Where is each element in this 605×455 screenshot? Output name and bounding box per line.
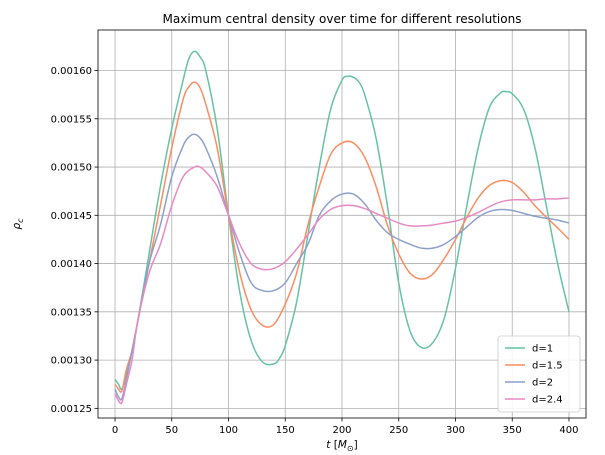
y-tick-label: 0.00130 xyxy=(51,356,92,367)
y-tick-label: 0.00140 xyxy=(51,259,92,270)
x-axis-label-open: [ xyxy=(330,439,337,451)
series-line-d-2 xyxy=(114,133,570,401)
series-line-d-1 xyxy=(114,50,570,391)
y-axis-label: ρc xyxy=(11,218,25,230)
legend: d=1 d=1.5 d=2 d=2.4 xyxy=(497,335,581,413)
legend-box xyxy=(497,335,581,413)
x-tick-label: 100 xyxy=(219,425,238,436)
x-tick-label: 400 xyxy=(559,425,578,436)
series-group xyxy=(114,50,570,405)
x-tick-label: 0 xyxy=(112,425,118,436)
y-axis-label-var: ρ xyxy=(11,223,23,230)
x-axis-label-var: t xyxy=(326,439,331,451)
y-tick-label: 0.00145 xyxy=(51,211,92,222)
legend-entry: d=2.4 xyxy=(505,395,563,406)
x-axis-label-close: ] xyxy=(354,439,358,451)
y-tick-label: 0.00135 xyxy=(51,307,92,318)
legend-entry: d=1.5 xyxy=(505,361,563,372)
y-tick-label: 0.00125 xyxy=(51,404,92,415)
chart-title: Maximum central density over time for di… xyxy=(163,12,522,26)
y-axis-label-sub: c xyxy=(16,218,25,223)
y-ticks: 0.00125 0.00130 0.00135 0.00140 0.00145 0.001… xyxy=(51,66,98,415)
legend-entry: d=1 xyxy=(505,344,553,355)
series-line-d-2-4 xyxy=(114,165,570,405)
x-tick-label: 150 xyxy=(276,425,295,436)
x-ticks: 0 50 100 150 200 250 300 350 400 xyxy=(112,418,579,436)
y-tick-label: 0.00160 xyxy=(51,66,92,77)
x-tick-label: 50 xyxy=(165,425,178,436)
x-axis-label-unit: M xyxy=(338,439,347,451)
x-axis-label-unit-sub: ⊙ xyxy=(347,444,354,453)
y-tick-label: 0.00150 xyxy=(51,163,92,174)
series-line-d-1-5 xyxy=(114,81,570,393)
x-tick-label: 200 xyxy=(332,425,351,436)
x-tick-label: 350 xyxy=(503,425,522,436)
legend-entry: d=2 xyxy=(505,378,553,389)
legend-label: d=1.5 xyxy=(532,361,563,372)
x-tick-label: 250 xyxy=(389,425,408,436)
y-tick-label: 0.00155 xyxy=(51,114,92,125)
x-axis-label: t [M⊙] xyxy=(326,439,357,453)
legend-label: d=2 xyxy=(532,378,553,389)
x-tick-label: 300 xyxy=(446,425,465,436)
legend-label: d=2.4 xyxy=(532,395,563,406)
legend-label: d=1 xyxy=(532,344,553,355)
